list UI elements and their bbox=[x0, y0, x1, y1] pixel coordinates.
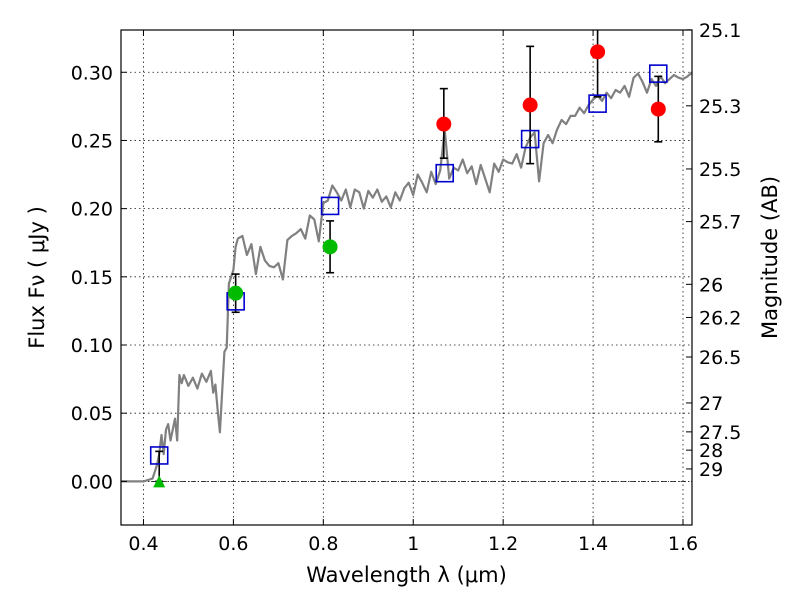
grid bbox=[121, 30, 692, 525]
x-tick-label: 1.2 bbox=[488, 533, 518, 555]
right-tick-label: 27 bbox=[699, 393, 723, 415]
plot-frame bbox=[120, 29, 693, 526]
right-tick-label: 25.3 bbox=[699, 96, 741, 118]
y-tick-label: 0.20 bbox=[71, 199, 113, 221]
green-data-point bbox=[228, 285, 244, 301]
x-tick-label: 1.4 bbox=[578, 533, 608, 555]
model-square bbox=[435, 163, 455, 183]
right-tick-label: 29 bbox=[699, 459, 723, 481]
x-tick-label: 0.4 bbox=[128, 533, 158, 555]
x-tick-label: 1.6 bbox=[668, 533, 698, 555]
data-points bbox=[153, 44, 666, 488]
spectrum-line bbox=[121, 71, 693, 483]
y-axis-label: Flux Fν ( μJy ) bbox=[25, 206, 49, 349]
right-tick-label: 25.5 bbox=[699, 159, 741, 181]
right-tick-label: 25.7 bbox=[699, 212, 741, 234]
y-tick-label: 0.15 bbox=[71, 267, 113, 289]
y-tick-label: 0.30 bbox=[71, 62, 113, 84]
right-tick-label: 27.5 bbox=[699, 422, 741, 444]
model-square bbox=[520, 129, 540, 149]
x-tick-label: 0.8 bbox=[308, 533, 338, 555]
model-square bbox=[648, 64, 668, 83]
y-tick-label: 0.25 bbox=[71, 130, 113, 152]
green-data-point bbox=[322, 239, 338, 255]
model-square bbox=[320, 196, 340, 216]
axis-ticks bbox=[121, 29, 692, 525]
right-tick-label: 25.1 bbox=[699, 20, 741, 42]
right-tick-label: 26.5 bbox=[699, 347, 741, 369]
spectrum-series bbox=[121, 71, 693, 483]
x-axis-label: Wavelength λ (μm) bbox=[306, 563, 507, 587]
y-tick-label: 0.00 bbox=[71, 471, 113, 493]
right-axis-label: Magnitude (AB) bbox=[758, 176, 782, 339]
red-data-point bbox=[522, 97, 538, 113]
model-square bbox=[149, 446, 169, 465]
tick-labels: 0.4 0.6 0.8 1 1.2 1.4 1.6 0.00 0.05 0.10 0.15 0.20 0… bbox=[71, 20, 742, 555]
model-squares bbox=[149, 64, 668, 465]
red-data-point bbox=[650, 101, 666, 117]
right-tick-label: 28 bbox=[699, 440, 723, 462]
red-data-point bbox=[436, 116, 452, 132]
red-data-point bbox=[590, 44, 606, 60]
upper-limit-triangle bbox=[153, 475, 166, 488]
right-tick-label: 26.2 bbox=[699, 307, 741, 329]
x-tick-label: 0.6 bbox=[218, 533, 248, 555]
right-tick-label: 26 bbox=[699, 274, 723, 296]
model-square bbox=[588, 94, 607, 113]
error-bars bbox=[155, 30, 663, 483]
y-tick-label: 0.05 bbox=[71, 403, 113, 425]
x-tick-label: 1 bbox=[407, 533, 419, 555]
y-tick-label: 0.10 bbox=[71, 335, 113, 357]
